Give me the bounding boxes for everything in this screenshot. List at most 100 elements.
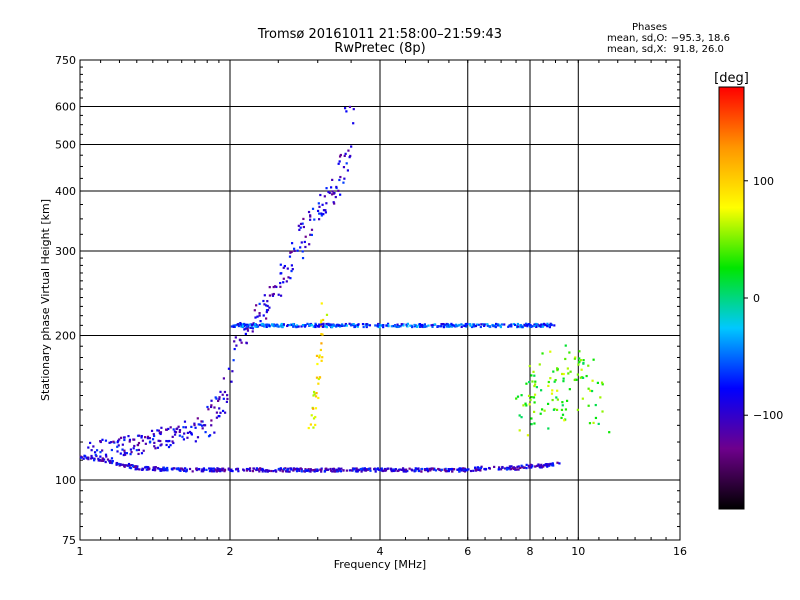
echo-point xyxy=(153,441,156,444)
echo-point xyxy=(473,323,476,326)
echo-point xyxy=(335,468,339,471)
echo-point xyxy=(356,470,359,473)
echo-point xyxy=(483,323,486,326)
echo-point xyxy=(182,426,185,429)
echo-point xyxy=(314,468,317,471)
echo-point xyxy=(544,463,547,466)
echo-point xyxy=(460,469,463,472)
echo-point xyxy=(245,467,249,471)
echo-point xyxy=(165,439,168,443)
echo-point xyxy=(185,468,188,471)
echo-point xyxy=(279,281,282,285)
echo-point xyxy=(312,426,315,429)
echo-point xyxy=(405,323,408,326)
echo-point xyxy=(128,440,131,443)
echo-point xyxy=(576,373,579,376)
echo-point xyxy=(235,467,239,471)
echo-point xyxy=(261,323,264,326)
echo-point xyxy=(380,467,383,470)
echo-point xyxy=(201,424,204,427)
echo-point xyxy=(592,358,595,361)
y-tick-label: 750 xyxy=(55,54,76,67)
echo-point xyxy=(510,465,513,468)
echo-point xyxy=(421,325,424,328)
echo-point xyxy=(123,451,126,454)
echo-point xyxy=(109,459,112,462)
echo-point xyxy=(265,310,268,314)
echo-point xyxy=(290,264,293,267)
echo-point xyxy=(306,469,309,472)
echo-point xyxy=(386,322,390,325)
echo-point xyxy=(309,470,312,473)
echo-point xyxy=(99,459,102,462)
echo-point xyxy=(173,467,176,470)
echo-point xyxy=(313,393,316,396)
echo-point xyxy=(421,323,424,327)
echo-point xyxy=(184,467,187,470)
echo-point xyxy=(241,324,244,327)
echo-point xyxy=(444,469,447,473)
echo-point xyxy=(551,398,554,402)
echo-point xyxy=(425,325,428,328)
echo-point xyxy=(468,323,471,326)
echo-point xyxy=(300,470,303,473)
echo-point xyxy=(414,469,417,472)
echo-point xyxy=(322,318,325,322)
echo-point xyxy=(533,384,536,388)
echo-point xyxy=(253,309,256,312)
echo-point xyxy=(282,266,285,269)
echo-point xyxy=(99,440,102,443)
echo-point xyxy=(106,458,110,461)
echo-point xyxy=(460,325,463,328)
echo-point xyxy=(410,325,414,329)
echo-point xyxy=(581,397,584,400)
echo-point xyxy=(178,428,182,432)
echo-point xyxy=(600,381,604,384)
echo-point xyxy=(578,357,581,360)
echo-point xyxy=(417,467,420,470)
echo-point xyxy=(186,431,189,434)
echo-point xyxy=(123,438,126,442)
echo-point xyxy=(137,452,140,456)
echo-point xyxy=(258,312,261,315)
echo-point xyxy=(198,467,201,471)
echo-point xyxy=(290,323,293,326)
echo-point xyxy=(233,340,236,343)
echo-point xyxy=(210,419,213,422)
echo-point xyxy=(266,323,269,326)
echo-point xyxy=(475,468,478,471)
echo-point xyxy=(426,469,430,472)
echo-point xyxy=(296,249,299,252)
echo-point xyxy=(422,324,425,328)
echo-point xyxy=(286,267,289,270)
echo-point xyxy=(348,105,352,109)
echo-point xyxy=(322,322,325,325)
echo-point xyxy=(499,325,502,329)
echo-point xyxy=(159,431,163,434)
echo-point xyxy=(290,468,293,471)
echo-point xyxy=(533,324,536,328)
echo-point xyxy=(290,250,293,253)
echo-point xyxy=(315,354,319,357)
echo-point xyxy=(274,469,277,472)
echo-point xyxy=(202,470,205,473)
echo-point xyxy=(319,468,323,471)
echo-point xyxy=(343,177,346,180)
echo-point xyxy=(284,470,288,473)
echo-point xyxy=(392,469,395,473)
echo-point xyxy=(303,240,306,244)
echo-point xyxy=(402,468,405,471)
echo-point xyxy=(303,325,307,328)
echo-point xyxy=(215,397,218,400)
echo-point xyxy=(541,325,544,328)
echo-point xyxy=(561,401,564,404)
echo-point xyxy=(497,468,500,471)
echo-point xyxy=(530,466,533,469)
echo-point xyxy=(486,324,489,327)
echo-point xyxy=(386,467,389,470)
y-tick-label: 500 xyxy=(55,139,76,152)
echo-point xyxy=(234,336,237,339)
echo-point xyxy=(426,467,429,471)
y-tick-label: 600 xyxy=(55,101,76,114)
echo-point xyxy=(575,378,578,381)
